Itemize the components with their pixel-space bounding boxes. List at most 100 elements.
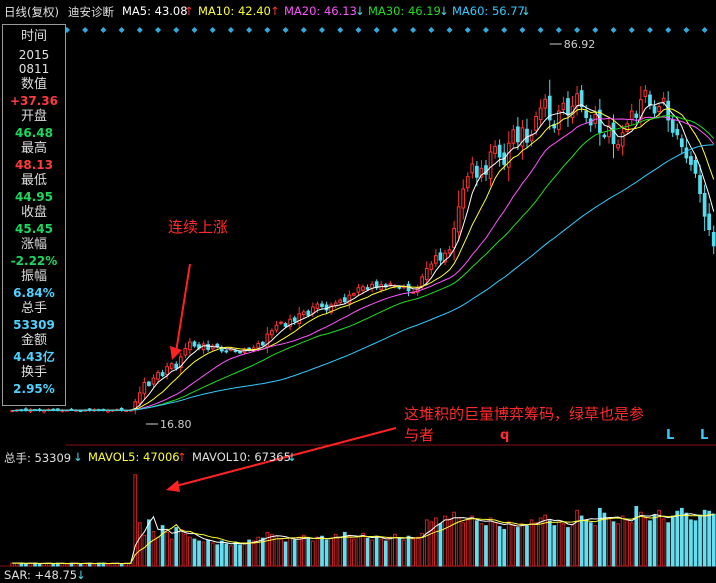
candle-body xyxy=(470,163,475,174)
volume-bar xyxy=(584,519,589,567)
volume-bar xyxy=(329,537,333,567)
volume-bar xyxy=(242,542,247,567)
candle-body xyxy=(566,98,570,116)
candle-body xyxy=(620,132,625,147)
volume-bar xyxy=(251,540,256,567)
volume-bar xyxy=(538,517,543,567)
high-price-label: 86.92 xyxy=(564,38,596,51)
open-label: 开盘 xyxy=(20,109,47,124)
volume-bar xyxy=(525,525,529,567)
amount-value: 4.43亿 xyxy=(13,350,55,364)
candle-body xyxy=(151,377,156,385)
volume-bars xyxy=(10,474,716,567)
candle-body xyxy=(657,106,661,112)
candle-body xyxy=(347,294,352,304)
candle-body xyxy=(670,119,675,133)
volume-bar xyxy=(297,536,302,567)
signal-diamond xyxy=(519,27,526,33)
candle-body xyxy=(629,110,634,120)
volume-bar xyxy=(201,541,206,567)
candle-body xyxy=(661,97,666,103)
volume-bar xyxy=(429,521,434,567)
candle-body xyxy=(329,304,333,313)
turnover-value: 2.95% xyxy=(13,382,55,396)
arrow-down-icon: ↓ xyxy=(73,450,83,464)
volume-bar xyxy=(607,517,611,567)
volume-bar xyxy=(137,522,142,567)
candle-body xyxy=(10,410,15,413)
volume-bar xyxy=(342,531,347,567)
candle-body xyxy=(534,115,538,131)
candle-body xyxy=(192,341,197,347)
volume-bar xyxy=(133,474,138,567)
volume-bar xyxy=(192,538,197,567)
volume-bar xyxy=(707,510,712,567)
candle-body xyxy=(270,330,274,336)
volume-bar xyxy=(169,538,174,567)
candle-body xyxy=(283,323,288,327)
ma20-value: MA20: 46.13 xyxy=(284,4,357,18)
candle-body xyxy=(648,94,652,106)
volume-bar xyxy=(415,536,420,567)
volume-bar xyxy=(566,527,570,567)
volume-bar xyxy=(306,538,311,567)
volume-bar xyxy=(247,539,251,567)
candle-body xyxy=(515,126,520,143)
candle-body xyxy=(210,345,215,350)
volume-bar xyxy=(552,525,557,567)
ma10-value: MA10: 42.40 xyxy=(198,4,271,18)
volume-bar xyxy=(638,511,643,567)
signal-diamond xyxy=(118,27,125,33)
volume-bar xyxy=(497,526,502,567)
candle-body xyxy=(424,267,429,281)
ma-line-ma10 xyxy=(12,107,715,412)
volume-bar xyxy=(301,534,306,567)
volume-bar xyxy=(616,523,620,567)
period-label[interactable]: 日线(复权) xyxy=(4,5,59,19)
arrow-down-icon: ↓ xyxy=(521,4,531,18)
volume-bar xyxy=(188,536,192,567)
candle-body xyxy=(643,89,648,97)
open-value: 46.48 xyxy=(15,126,53,140)
volume-bar xyxy=(361,532,365,567)
volume-bar xyxy=(420,532,425,567)
volume-bar xyxy=(652,514,657,567)
candle-body xyxy=(511,129,516,144)
rally-arrow-line xyxy=(175,263,191,353)
volume-bar xyxy=(675,510,680,567)
info-panel: 时间 2015 0811 数值 +37.36 开盘 46.48 最高 48.13… xyxy=(2,24,66,406)
arrow-up-icon: ↑ xyxy=(184,4,194,18)
candle-body xyxy=(461,188,466,209)
volume-bar xyxy=(648,520,652,567)
volume-bar xyxy=(479,523,484,567)
volume-bar xyxy=(183,533,188,567)
volume-value: 53309 xyxy=(13,318,55,332)
signal-diamond xyxy=(191,27,198,33)
volume-bar xyxy=(502,529,507,567)
volume-bar xyxy=(643,517,648,567)
candle-body xyxy=(178,356,183,369)
turnover-label: 换手 xyxy=(20,365,47,380)
signal-diamond xyxy=(136,27,143,33)
candle-body xyxy=(520,127,525,147)
volume-header: 总手: 53309 ↓ MAVOL5: 47006 ↑ MAVOL10: 673… xyxy=(0,449,716,465)
stock-name[interactable]: 迪安诊断 xyxy=(68,5,114,19)
signal-diamond xyxy=(646,27,653,33)
volume-bar xyxy=(447,518,452,567)
volume-bar xyxy=(338,536,343,567)
candle-body xyxy=(689,156,693,165)
signal-diamond xyxy=(246,27,253,33)
volume-bar xyxy=(142,534,147,567)
volume-bar xyxy=(352,538,356,567)
volume-label: 总手 xyxy=(20,301,47,316)
chips-annotation-line1: 这堆积的巨量博弈筹码，绿草也是参 xyxy=(404,405,645,423)
volume-bar xyxy=(270,533,274,567)
volume-bar xyxy=(547,520,552,567)
signal-diamond xyxy=(82,27,89,33)
volume-bar xyxy=(92,563,97,567)
signal-diamond xyxy=(665,27,672,33)
ma5-value: MA5: 43.08 xyxy=(122,4,188,18)
volume-bar xyxy=(493,522,497,567)
volume-bar xyxy=(256,536,261,567)
